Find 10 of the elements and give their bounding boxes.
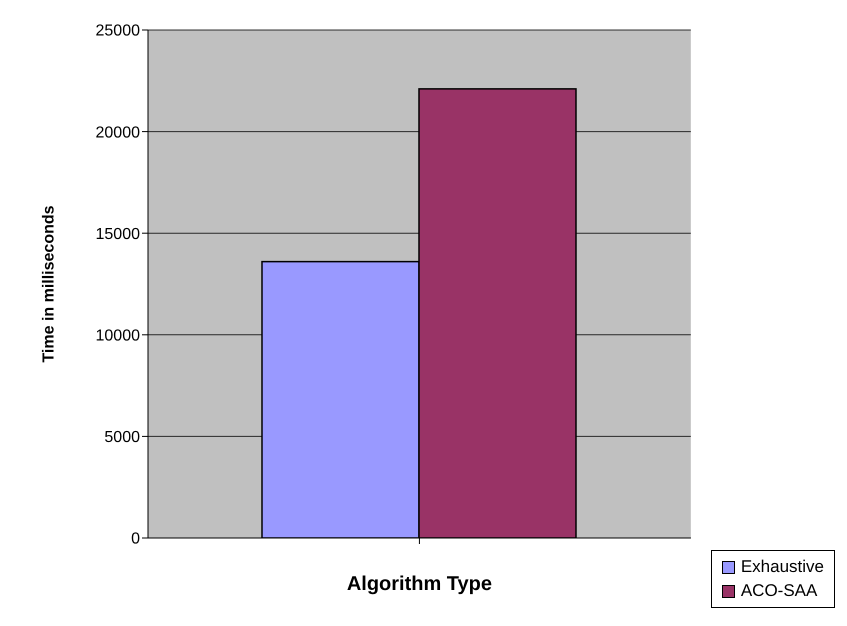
legend-label: ACO-SAA	[740, 580, 818, 602]
y-tick-label: 25000	[96, 22, 140, 40]
y-tick-label: 20000	[96, 124, 140, 142]
x-axis-title: Algorithm Type	[346, 573, 492, 595]
y-tick-label: 5000	[104, 429, 140, 446]
y-axis-title: Time in milliseconds	[40, 205, 58, 363]
legend-label: Exhaustive	[740, 556, 824, 578]
y-tick-label: 15000	[96, 226, 140, 243]
y-tick-label: 0	[131, 530, 140, 548]
y-tick-label: 10000	[96, 327, 140, 344]
